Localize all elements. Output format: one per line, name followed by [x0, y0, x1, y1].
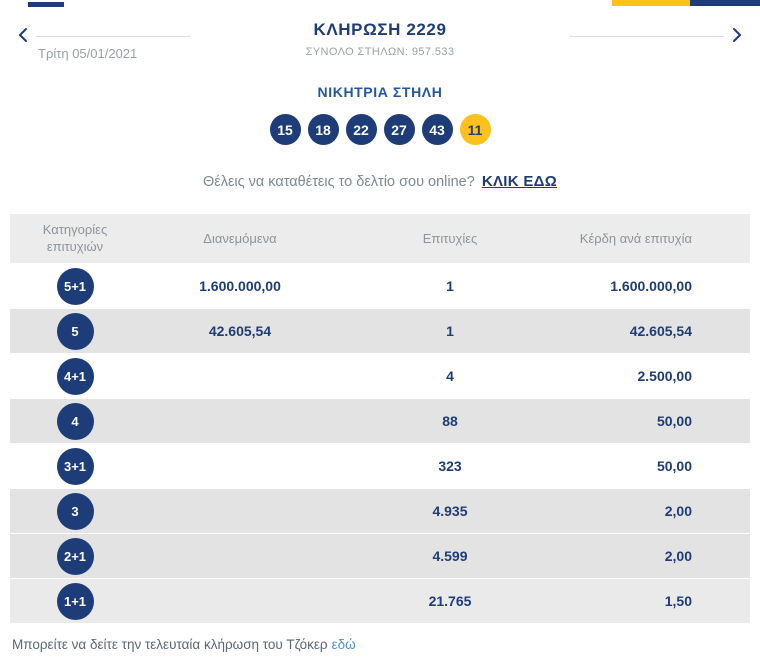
winning-column-title: ΝΙΚΗΤΡΙΑ ΣΤΗΛΗ: [317, 84, 443, 100]
header-category: Κατηγορίες επιτυχιών: [42, 221, 108, 254]
category-badge: 4: [56, 402, 94, 440]
table-row: 4 88 50,00: [10, 399, 750, 444]
prize-value: 42.605,54: [629, 323, 692, 339]
winners-value: 4.935: [432, 503, 468, 519]
draw-header: ΚΛΗΡΩΣΗ 2229 ΣΥΝΟΛΟ ΣΤΗΛΩΝ: 957.533 Τρίτ…: [0, 0, 760, 61]
winning-number-ball: 27: [383, 114, 415, 145]
table-row: 4+1 4 2.500,00: [10, 354, 750, 399]
previous-draw-arrow[interactable]: [10, 27, 36, 46]
table-row: 1+1 21.765 1,50: [10, 579, 750, 624]
next-draw-arrow[interactable]: [724, 27, 750, 46]
winning-number-ball: 15: [269, 114, 301, 145]
winners-value: 88: [442, 413, 458, 429]
distributed-value: 1.600.000,00: [199, 278, 281, 294]
header-divider-right: [570, 35, 724, 37]
online-ticket-cta: Θέλεις να καταθέτεις το δελτίο σου onlin…: [0, 173, 760, 190]
category-badge: 5+1: [56, 267, 94, 305]
prize-value: 2.500,00: [637, 368, 693, 384]
header-winners: Επιτυχίες: [422, 231, 478, 246]
draw-date: Τρίτη 05/01/2021: [38, 46, 138, 61]
draw-total-columns: ΣΥΝΟΛΟ ΣΤΗΛΩΝ: 957.533: [305, 46, 455, 58]
table-row: 3+1 323 50,00: [10, 444, 750, 489]
prize-value: 2,00: [664, 548, 692, 564]
draw-title-block: ΚΛΗΡΩΣΗ 2229 ΣΥΝΟΛΟ ΣΤΗΛΩΝ: 957.533: [190, 20, 570, 58]
table-row: 2+1 4.599 2,00: [10, 534, 750, 579]
winning-numbers: 15 18 22 27 43 11: [0, 114, 760, 145]
winners-value: 21.765: [428, 593, 472, 609]
winners-value: 4: [446, 368, 454, 384]
winners-value: 1: [446, 278, 454, 294]
table-row: 3 4.935 2,00: [10, 489, 750, 534]
cta-text: Θέλεις να καταθέτεις το δελτίο σου onlin…: [202, 174, 475, 190]
winners-value: 1: [446, 323, 454, 339]
prize-categories-table: Κατηγορίες επιτυχιών Διανεμόμενα Επιτυχί…: [10, 214, 750, 624]
prize-value: 50,00: [656, 458, 692, 474]
winning-number-ball: 22: [345, 114, 377, 145]
header-divider-left: [36, 35, 190, 37]
winning-number-ball: 43: [421, 114, 453, 145]
distributed-value: 42.605,54: [208, 323, 272, 339]
top-accent-navy-right: [690, 0, 760, 6]
table-row: 5+1 1.600.000,00 1 1.600.000,00: [10, 264, 750, 309]
chevron-left-icon: [18, 27, 28, 46]
last-draw-footer: Μπορείτε να δείτε την τελευταία κλήρωση …: [12, 637, 748, 652]
header-prize: Κέρδη ανά επιτυχία: [579, 231, 692, 246]
footer-here-link[interactable]: εδώ: [331, 637, 356, 652]
footer-text: Μπορείτε να δείτε την τελευταία κλήρωση …: [12, 637, 328, 652]
top-accent-yellow: [612, 0, 690, 6]
category-badge: 5: [56, 312, 94, 350]
prize-value: 50,00: [656, 413, 692, 429]
winning-number-ball: 18: [307, 114, 339, 145]
category-badge: 3+1: [56, 447, 94, 485]
table-row: 5 42.605,54 1 42.605,54: [10, 309, 750, 354]
category-badge: 4+1: [56, 357, 94, 395]
winners-value: 323: [438, 458, 462, 474]
joker-number-ball: 11: [459, 114, 491, 145]
header-distributed: Διανεμόμενα: [203, 231, 277, 246]
table-header-row: Κατηγορίες επιτυχιών Διανεμόμενα Επιτυχί…: [10, 214, 750, 264]
category-badge: 2+1: [56, 537, 94, 575]
top-accent-navy-left: [28, 2, 64, 7]
prize-value: 1.600.000,00: [610, 278, 692, 294]
category-badge: 3: [56, 492, 94, 530]
draw-title: ΚΛΗΡΩΣΗ 2229: [313, 20, 447, 39]
winning-column-section: ΝΙΚΗΤΡΙΑ ΣΤΗΛΗ 15 18 22 27 43 11: [0, 84, 760, 145]
category-badge: 1+1: [56, 582, 94, 620]
click-here-link[interactable]: ΚΛΙΚ ΕΔΩ: [481, 173, 558, 190]
chevron-right-icon: [732, 27, 742, 46]
winners-value: 4.599: [432, 548, 468, 564]
prize-value: 1,50: [664, 593, 692, 609]
prize-value: 2,00: [664, 503, 692, 519]
